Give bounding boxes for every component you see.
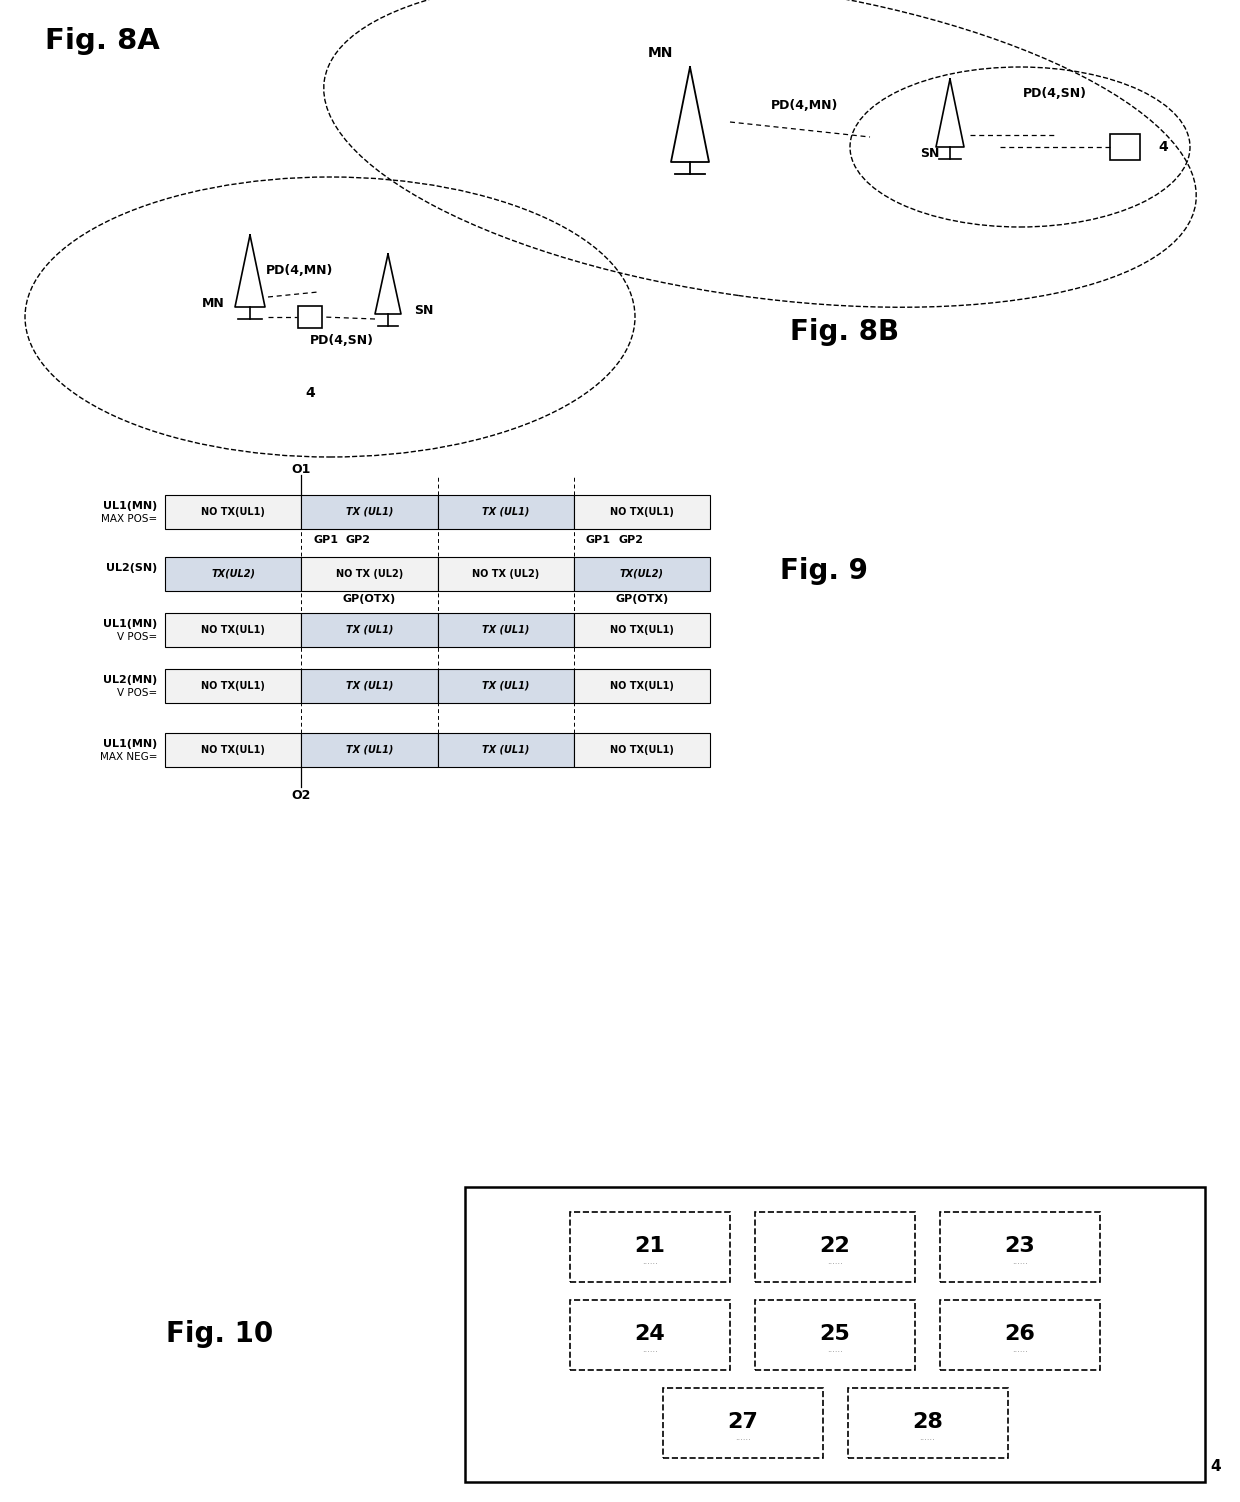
Text: 24: 24	[635, 1325, 666, 1344]
Text: GP2: GP2	[346, 535, 371, 545]
Bar	[165, 733, 301, 768]
Bar	[574, 496, 711, 529]
Text: GP(OTX): GP(OTX)	[615, 593, 668, 604]
Text: ......: ......	[827, 1344, 843, 1353]
Bar	[465, 1187, 1205, 1482]
Text: NO TX(UL1): NO TX(UL1)	[201, 680, 265, 691]
Text: MAX NEG=: MAX NEG=	[99, 753, 157, 762]
Bar	[301, 557, 438, 590]
Text: NO TX(UL1): NO TX(UL1)	[201, 745, 265, 756]
Bar	[574, 733, 711, 768]
Text: PD(4,MN): PD(4,MN)	[267, 264, 334, 276]
Text: MN: MN	[647, 47, 672, 60]
Bar	[438, 733, 574, 768]
Text: TX (UL1): TX (UL1)	[482, 508, 529, 517]
Text: UL1(MN): UL1(MN)	[103, 739, 157, 749]
Text: 28: 28	[913, 1412, 942, 1433]
Text: TX (UL1): TX (UL1)	[346, 508, 393, 517]
Bar	[165, 668, 301, 703]
Text: NO TX (UL2): NO TX (UL2)	[472, 569, 539, 578]
Text: ......: ......	[920, 1433, 935, 1442]
Text: 4: 4	[305, 386, 315, 400]
Bar	[940, 1212, 1100, 1281]
Text: ......: ......	[734, 1433, 750, 1442]
Text: O1: O1	[291, 463, 311, 476]
Bar	[165, 496, 301, 529]
Bar	[301, 496, 438, 529]
Text: Fig. 8A: Fig. 8A	[45, 27, 160, 56]
Bar	[301, 613, 438, 647]
Text: NO TX (UL2): NO TX (UL2)	[336, 569, 403, 578]
Text: TX (UL1): TX (UL1)	[346, 745, 393, 756]
Text: Fig. 9: Fig. 9	[780, 557, 868, 584]
Bar	[165, 557, 301, 590]
Bar	[940, 1299, 1100, 1370]
Bar	[570, 1299, 730, 1370]
Text: ......: ......	[1012, 1257, 1028, 1266]
Bar	[298, 306, 322, 327]
Bar	[165, 613, 301, 647]
Text: SN: SN	[414, 303, 433, 317]
Text: TX (UL1): TX (UL1)	[482, 625, 529, 635]
Text: GP2: GP2	[619, 535, 644, 545]
Bar	[755, 1212, 915, 1281]
Bar	[438, 557, 574, 590]
Text: ......: ......	[642, 1257, 658, 1266]
Text: Fig. 8B: Fig. 8B	[790, 318, 899, 345]
Bar	[1110, 134, 1140, 161]
Text: MN: MN	[202, 297, 224, 309]
Text: UL1(MN): UL1(MN)	[103, 619, 157, 629]
Text: 21: 21	[635, 1236, 666, 1257]
Bar	[662, 1388, 822, 1457]
Text: GP1: GP1	[585, 535, 611, 545]
Text: Fig. 10: Fig. 10	[166, 1320, 274, 1349]
Text: UL1(MN): UL1(MN)	[103, 502, 157, 511]
Text: TX (UL1): TX (UL1)	[482, 680, 529, 691]
Text: TX (UL1): TX (UL1)	[482, 745, 529, 756]
Text: GP1: GP1	[314, 535, 339, 545]
Bar	[438, 668, 574, 703]
Text: PD(4,SN): PD(4,SN)	[1023, 87, 1087, 101]
Text: TX(UL2): TX(UL2)	[620, 569, 663, 578]
Text: NO TX(UL1): NO TX(UL1)	[610, 745, 673, 756]
Text: 25: 25	[820, 1325, 851, 1344]
Bar	[574, 613, 711, 647]
Text: SN: SN	[920, 147, 940, 161]
Text: PD(4,MN): PD(4,MN)	[771, 99, 838, 113]
Text: TX (UL1): TX (UL1)	[346, 680, 393, 691]
Text: 23: 23	[1004, 1236, 1035, 1257]
Text: PD(4,SN): PD(4,SN)	[310, 333, 374, 347]
Text: 4: 4	[1158, 140, 1168, 155]
Text: GP(OTX): GP(OTX)	[342, 593, 396, 604]
Text: NO TX(UL1): NO TX(UL1)	[610, 625, 673, 635]
Text: TX (UL1): TX (UL1)	[346, 625, 393, 635]
Bar	[755, 1299, 915, 1370]
Bar	[574, 557, 711, 590]
Text: ......: ......	[827, 1257, 843, 1266]
Text: MAX POS=: MAX POS=	[100, 514, 157, 524]
Text: NO TX(UL1): NO TX(UL1)	[610, 508, 673, 517]
Text: 26: 26	[1004, 1325, 1035, 1344]
Text: V POS=: V POS=	[117, 632, 157, 641]
Bar	[438, 613, 574, 647]
Text: V POS=: V POS=	[117, 688, 157, 698]
Text: O2: O2	[291, 789, 311, 802]
Text: NO TX(UL1): NO TX(UL1)	[201, 625, 265, 635]
Text: UL2(SN): UL2(SN)	[105, 563, 157, 572]
Text: 4: 4	[1210, 1458, 1220, 1473]
Text: ......: ......	[1012, 1344, 1028, 1353]
Text: TX(UL2): TX(UL2)	[211, 569, 255, 578]
Text: UL2(MN): UL2(MN)	[103, 674, 157, 685]
Bar	[574, 668, 711, 703]
Text: 22: 22	[820, 1236, 851, 1257]
Bar	[847, 1388, 1007, 1457]
Text: NO TX(UL1): NO TX(UL1)	[201, 508, 265, 517]
Bar	[438, 496, 574, 529]
Bar	[301, 733, 438, 768]
Text: ......: ......	[642, 1344, 658, 1353]
Bar	[301, 668, 438, 703]
Text: NO TX(UL1): NO TX(UL1)	[610, 680, 673, 691]
Bar	[570, 1212, 730, 1281]
Text: 27: 27	[727, 1412, 758, 1433]
